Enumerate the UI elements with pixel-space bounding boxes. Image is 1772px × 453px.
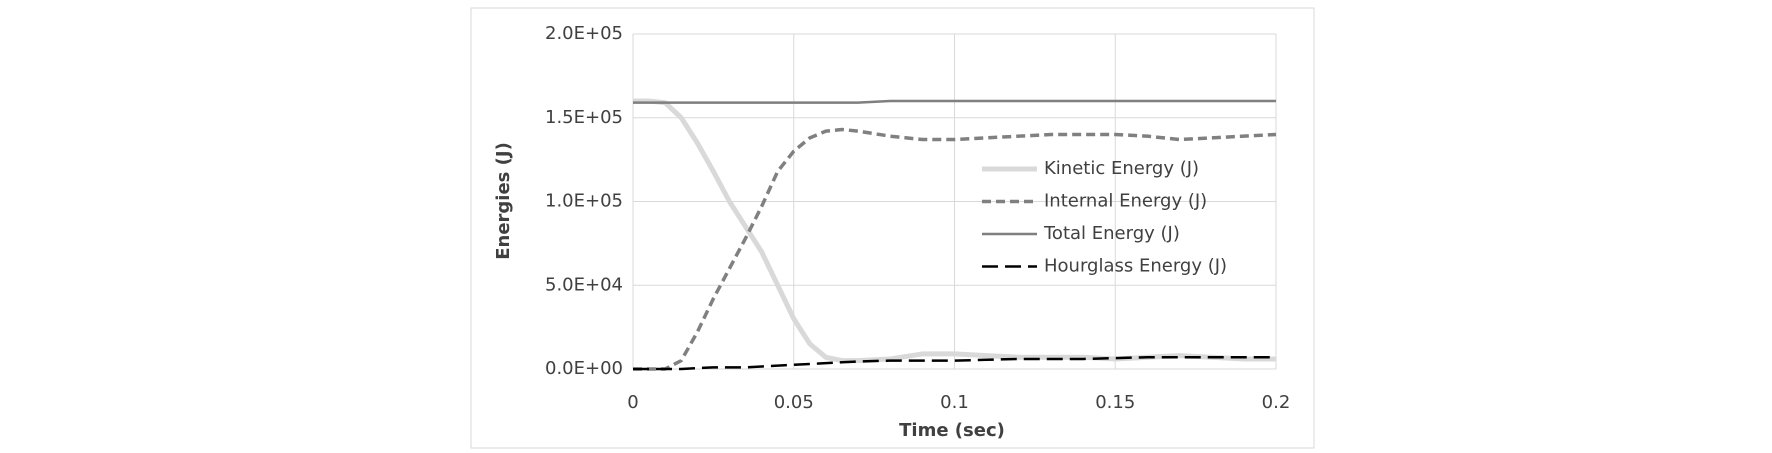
y-tick-label: 1.0E+05: [545, 191, 623, 212]
chart-frame: [470, 7, 1315, 449]
series-line: [633, 99, 1276, 104]
y-axis-title: Energies (J): [493, 142, 514, 260]
legend-label: Total Energy (J): [1043, 223, 1180, 244]
y-tick-label: 2.0E+05: [545, 23, 623, 44]
y-tick-label: 1.5E+05: [545, 107, 623, 128]
series-line: [633, 127, 1277, 371]
x-tick-label: 0.15: [1095, 392, 1135, 413]
series-line: [633, 356, 1276, 371]
x-tick-label: 0.1: [940, 392, 969, 413]
y-tick-label: 5.0E+04: [545, 274, 623, 295]
x-tick-label: 0: [627, 392, 638, 413]
x-axis-title: Time (sec): [899, 420, 1005, 441]
x-tick-label: 0.05: [774, 392, 814, 413]
legend-label: Kinetic Energy (J): [1044, 158, 1199, 179]
legend-label: Internal Energy (J): [1044, 191, 1207, 212]
y-tick-label: 0.0E+00: [545, 358, 623, 379]
legend-label: Hourglass Energy (J): [1044, 256, 1227, 277]
x-tick-label: 0.2: [1262, 392, 1291, 413]
